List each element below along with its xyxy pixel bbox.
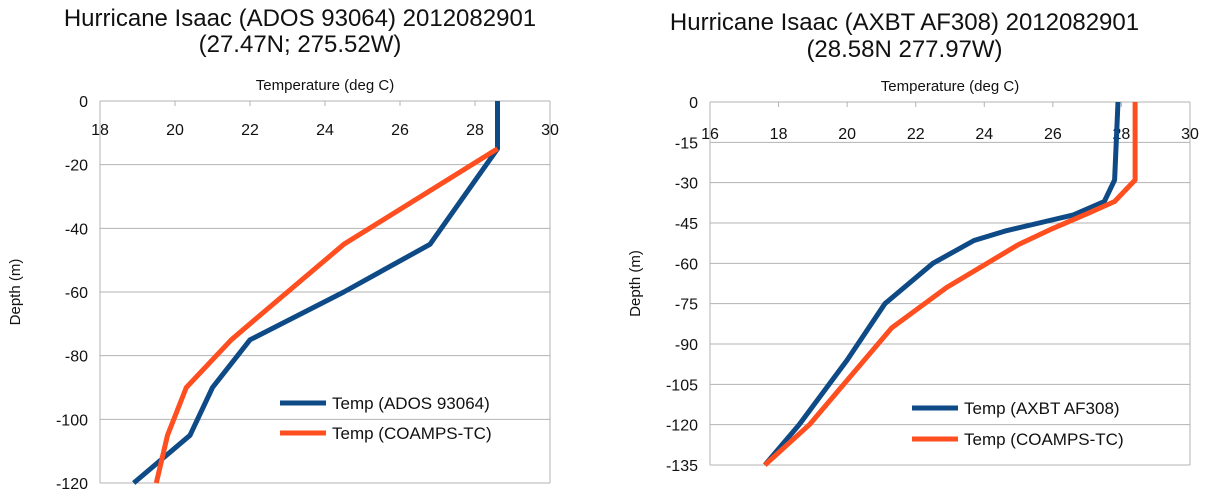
y-tick-label: -20 xyxy=(65,158,88,175)
chart-subtitle: (28.58N 277.97W) xyxy=(806,36,1003,63)
y-tick-label: -120 xyxy=(56,476,88,492)
y-tick-label: -60 xyxy=(675,256,698,273)
y-axis-label: Depth (m) xyxy=(627,250,644,317)
x-tick-label: 22 xyxy=(241,122,259,139)
y-tick-label: -75 xyxy=(675,297,698,314)
chart-subtitle: (27.47N; 275.52W) xyxy=(198,31,402,58)
y-tick-label: -30 xyxy=(675,176,698,193)
legend-label: Temp (COAMPS-TC) xyxy=(964,430,1124,449)
x-tick-label: 30 xyxy=(1181,126,1199,143)
chart-title: Hurricane Isaac (AXBT AF308) 2012082901 xyxy=(669,9,1140,36)
x-tick-label: 28 xyxy=(466,122,484,139)
y-tick-label: -40 xyxy=(65,221,88,238)
legend-label: Temp (ADOS 93064) xyxy=(332,394,490,413)
series-line-model xyxy=(153,146,499,484)
x-axis-label: Temperature (deg C) xyxy=(881,78,1019,95)
y-tick-label: -80 xyxy=(65,349,88,366)
x-axis-label: Temperature (deg C) xyxy=(256,77,394,94)
y-tick-label: 0 xyxy=(689,95,698,112)
chart-plot-axbt: 0 -15 -30 -45 -60 -75 -90 -105 -120 -135 16 18 20 22 2… xyxy=(627,78,1199,475)
x-tick-label: 24 xyxy=(316,122,334,139)
chart-plot-ados: 0 -20 -40 -60 -80 -100 -120 18 20 22 24 26 28 30 Tempe… xyxy=(7,77,559,492)
x-tick-label: 18 xyxy=(770,126,788,143)
x-tick-label: 20 xyxy=(838,126,856,143)
x-tick-label: 18 xyxy=(91,122,109,139)
legend-label: Temp (COAMPS-TC) xyxy=(332,424,492,443)
y-tick-label: -90 xyxy=(675,337,698,354)
chart-panel-ados: Hurricane Isaac (ADOS 93064) 2012082901 … xyxy=(0,0,600,492)
y-tick-label: -60 xyxy=(65,285,88,302)
y-tick-label: -15 xyxy=(675,135,698,152)
x-tick-label: 24 xyxy=(975,126,993,143)
y-axis-label: Depth (m) xyxy=(7,259,24,326)
y-tick-label: -135 xyxy=(666,458,698,475)
x-tick-label: 16 xyxy=(701,126,719,143)
y-tick-label: -45 xyxy=(675,216,698,233)
legend-label: Temp (AXBT AF308) xyxy=(964,399,1120,418)
y-tick-label: 0 xyxy=(79,94,88,111)
x-tick-label: 26 xyxy=(391,122,409,139)
x-tick-label: 30 xyxy=(541,122,559,139)
x-tick-label: 20 xyxy=(166,122,184,139)
chart-title: Hurricane Isaac (ADOS 93064) 2012082901 xyxy=(63,5,537,32)
y-tick-label: -120 xyxy=(666,418,698,435)
chart-panel-axbt: Hurricane Isaac (AXBT AF308) 2012082901 … xyxy=(600,0,1209,492)
series-line-model xyxy=(763,102,1138,467)
x-tick-label: 22 xyxy=(907,126,925,143)
y-tick-label: -100 xyxy=(56,412,88,429)
x-tick-label: 26 xyxy=(1044,126,1062,143)
series-line-observed xyxy=(132,101,500,485)
series-line-observed xyxy=(762,101,1121,467)
y-tick-label: -105 xyxy=(666,377,698,394)
